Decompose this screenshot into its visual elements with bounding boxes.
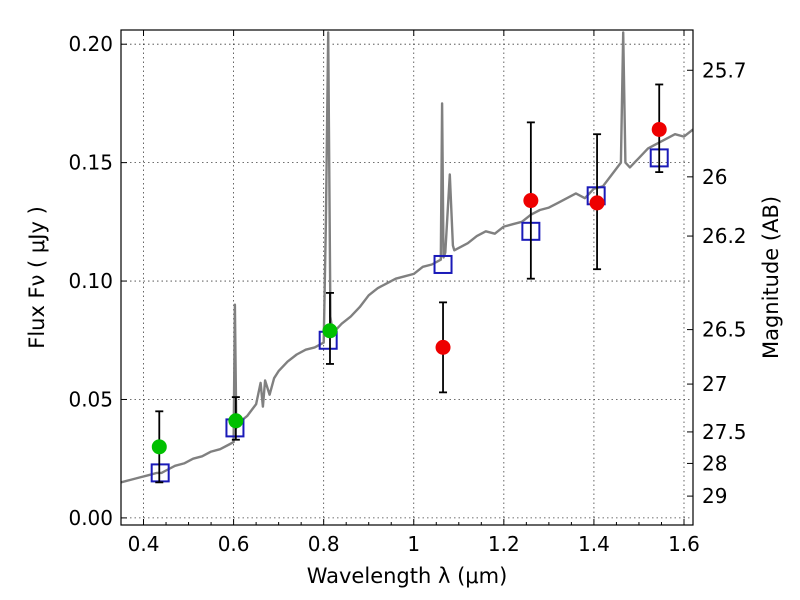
- y2-tick-label: 27.5: [702, 420, 747, 444]
- y-tick-label: 0.10: [68, 269, 113, 293]
- y2-tick-label: 27: [702, 372, 727, 396]
- y2-tick-label: 25.7: [702, 58, 747, 82]
- x-tick-label: 0.6: [218, 532, 250, 556]
- y2-tick-label: 26.5: [702, 318, 747, 342]
- model-square-marker: [433, 254, 453, 274]
- data-point: [151, 439, 167, 455]
- x-axis-label: Wavelength λ (μm): [307, 564, 508, 588]
- model-spectrum-line: [121, 31, 693, 484]
- y-tick-label: 0.05: [68, 387, 113, 411]
- y2-tick-label: 26.2: [702, 224, 747, 248]
- y2-axis-label: Magnitude (AB): [759, 196, 783, 359]
- model-square-marker: [150, 463, 170, 483]
- x-tick-label: 0.8: [308, 532, 340, 556]
- y-tick-label: 0.15: [68, 151, 113, 175]
- data-point: [435, 339, 451, 355]
- data-point: [322, 323, 338, 339]
- plot-series: [121, 31, 693, 484]
- y-tick-label: 0.00: [68, 506, 113, 530]
- data-point: [228, 413, 244, 429]
- data-point: [523, 193, 539, 209]
- plot-frame: [120, 29, 694, 526]
- x-tick-label: 1.2: [488, 532, 520, 556]
- x-tick-label: 1: [407, 532, 420, 556]
- grid-lines: [121, 30, 693, 525]
- y2-tick-label: 29: [702, 484, 727, 508]
- y-axis-label: Flux Fν ( μJy ): [25, 206, 49, 349]
- y-tick-label: 0.20: [68, 32, 113, 56]
- x-tick-label: 0.4: [128, 532, 160, 556]
- data-point: [589, 195, 605, 211]
- data-point: [651, 121, 667, 137]
- x-tick-label: 1.6: [668, 532, 700, 556]
- y2-tick-label: 28: [702, 451, 727, 475]
- x-tick-label: 1.4: [578, 532, 610, 556]
- y2-tick-label: 26: [702, 165, 727, 189]
- axes: 0.4 0.6 0.8 1 1.2 1.4 1.6 0.00 0.05 0.10 0.15 0.20 2…: [68, 29, 747, 556]
